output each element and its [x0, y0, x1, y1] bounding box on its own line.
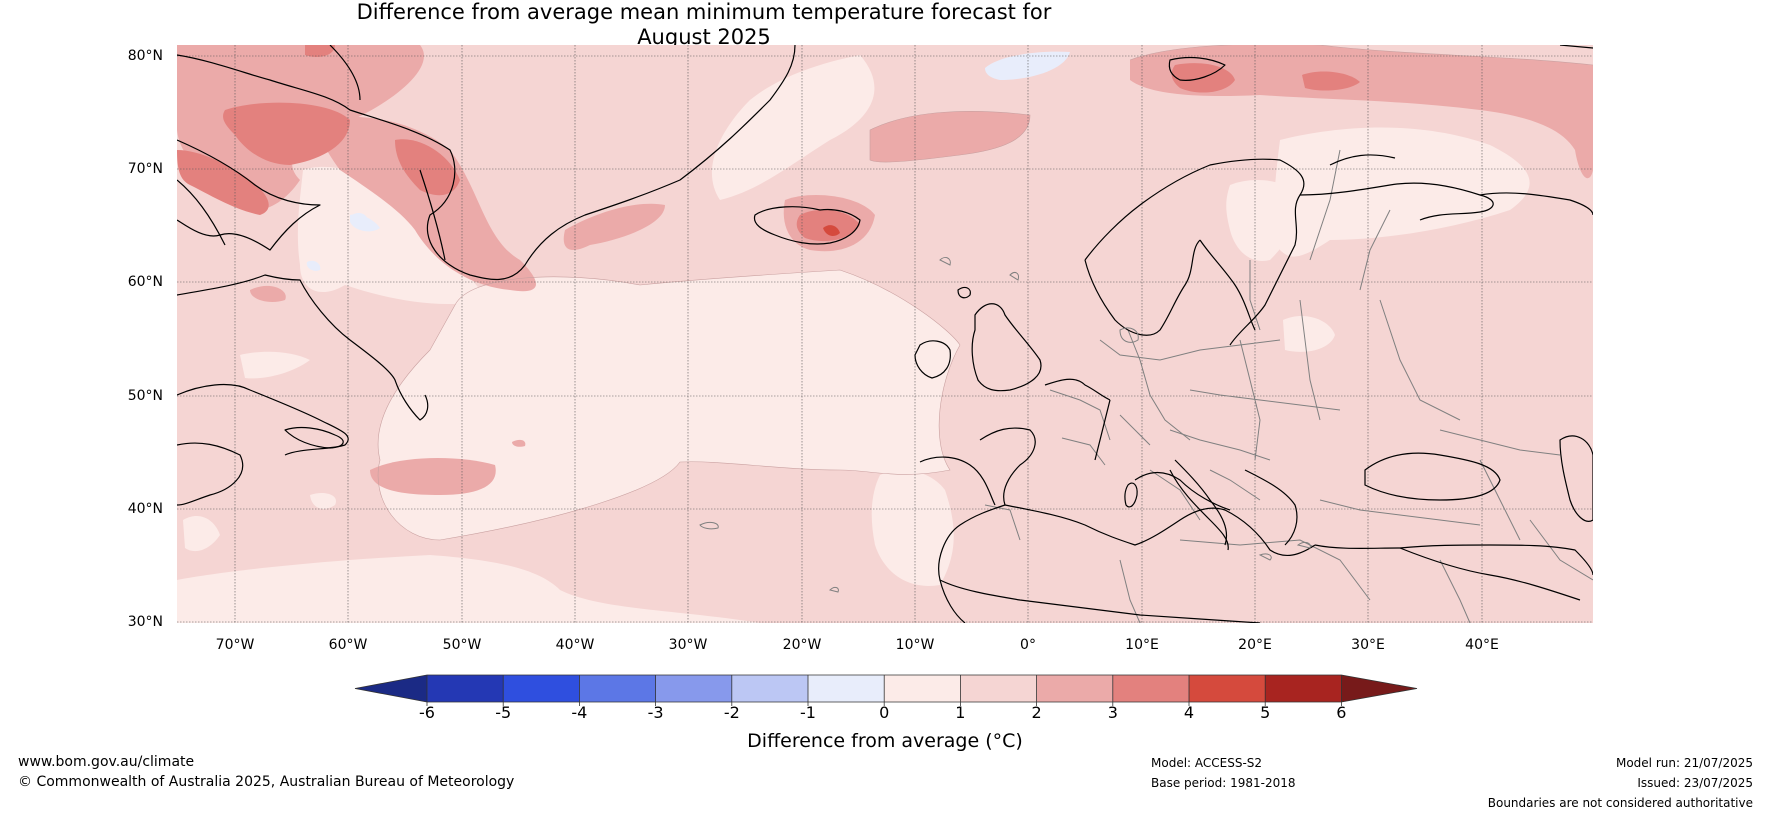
- map-title-line-1: Difference from average mean minimum tem…: [356, 0, 1052, 24]
- lat-label-40n: 40°N: [127, 501, 163, 517]
- anomaly-band-4-to-5: [823, 225, 840, 236]
- colorbar-tick-label: 6: [1336, 703, 1347, 722]
- colorbar-tick-label: -1: [800, 703, 816, 722]
- lon-label-20e: 20°E: [1238, 637, 1272, 653]
- lon-label-40w: 40°W: [555, 637, 595, 653]
- colorbar-tick-label: -5: [495, 703, 512, 722]
- colorbar: [354, 674, 1418, 706]
- lon-label-30w: 30°W: [668, 637, 708, 653]
- colorbar-segment: [1189, 675, 1266, 702]
- footer-copyright: © Commonwealth of Australia 2025, Austra…: [18, 774, 515, 790]
- colorbar-segment: [1265, 675, 1342, 702]
- colorbar-segment: [1112, 675, 1190, 702]
- colorbar-tick-label: -4: [571, 703, 588, 722]
- colorbar-segment: [960, 675, 1038, 702]
- lat-label-30n: 30°N: [127, 614, 163, 630]
- anomaly-band-3-to-4: [177, 45, 1360, 242]
- lat-label-70n: 70°N: [127, 161, 163, 177]
- map-title: Difference from average mean minimum tem…: [0, 0, 1408, 50]
- lat-label-60n: 60°N: [127, 274, 163, 290]
- colorbar-segment: [808, 675, 885, 702]
- country-borders: [984, 149, 1593, 623]
- anomaly-band-0-to-1: [177, 45, 1530, 586]
- footer-issued: Issued: 23/07/2025: [1637, 776, 1753, 790]
- colorbar-segment: [731, 675, 809, 702]
- colorbar-segment: [427, 675, 504, 702]
- colorbar-segment: [579, 675, 657, 702]
- island-outlines: [699, 257, 1311, 593]
- colorbar-extend-high: [1341, 675, 1417, 702]
- anomaly-band-minus-1-to-0: [306, 51, 1070, 271]
- lon-label-20w: 20°W: [782, 637, 822, 653]
- lat-label-50n: 50°N: [127, 388, 163, 404]
- lon-label-30e: 30°E: [1351, 637, 1385, 653]
- footer-model: Model: ACCESS-S2: [1151, 756, 1263, 770]
- lon-label-0: 0°: [1020, 637, 1036, 653]
- colorbar-tick-label: 2: [1031, 703, 1042, 722]
- colorbar-segment: [1036, 675, 1114, 702]
- anomaly-band-0-to-1-south: [177, 555, 760, 623]
- colorbar-segment: [655, 675, 733, 702]
- colorbar-tick-label: -6: [419, 703, 435, 722]
- colorbar-tick-label: -2: [723, 703, 740, 722]
- lat-label-80n: 80°N: [127, 48, 163, 64]
- contour-lines: [377, 45, 1593, 541]
- colorbar-title: Difference from average (°C): [747, 730, 1023, 752]
- footer-website: www.bom.gov.au/climate: [18, 754, 195, 770]
- colorbar-tick-label: 3: [1107, 703, 1118, 722]
- lon-label-10w: 10°W: [895, 637, 935, 653]
- colorbar-segment: [503, 675, 580, 702]
- footer-model-run: Model run: 21/07/2025: [1615, 756, 1753, 770]
- colorbar-tick-label: 1: [955, 703, 966, 722]
- lon-label-10e: 10°E: [1125, 637, 1159, 653]
- lon-label-40e: 40°E: [1465, 637, 1499, 653]
- colorbar-tick-label: 5: [1260, 703, 1271, 722]
- colorbar-extend-low: [355, 675, 427, 702]
- colorbar-segment: [884, 675, 961, 702]
- map-panel: [177, 45, 1593, 623]
- lon-label-60w: 60°W: [328, 637, 368, 653]
- colorbar-tick-label: 4: [1183, 703, 1195, 722]
- lon-label-50w: 50°W: [442, 637, 482, 653]
- footer-disclaimer: Boundaries are not considered authoritat…: [1487, 796, 1753, 810]
- lon-label-70w: 70°W: [215, 637, 255, 653]
- colorbar-tick-label: -3: [647, 703, 664, 722]
- colorbar-tick-label: 0: [879, 703, 890, 722]
- coastlines: [177, 45, 1593, 623]
- footer-base-period: Base period: 1981-2018: [1151, 776, 1296, 790]
